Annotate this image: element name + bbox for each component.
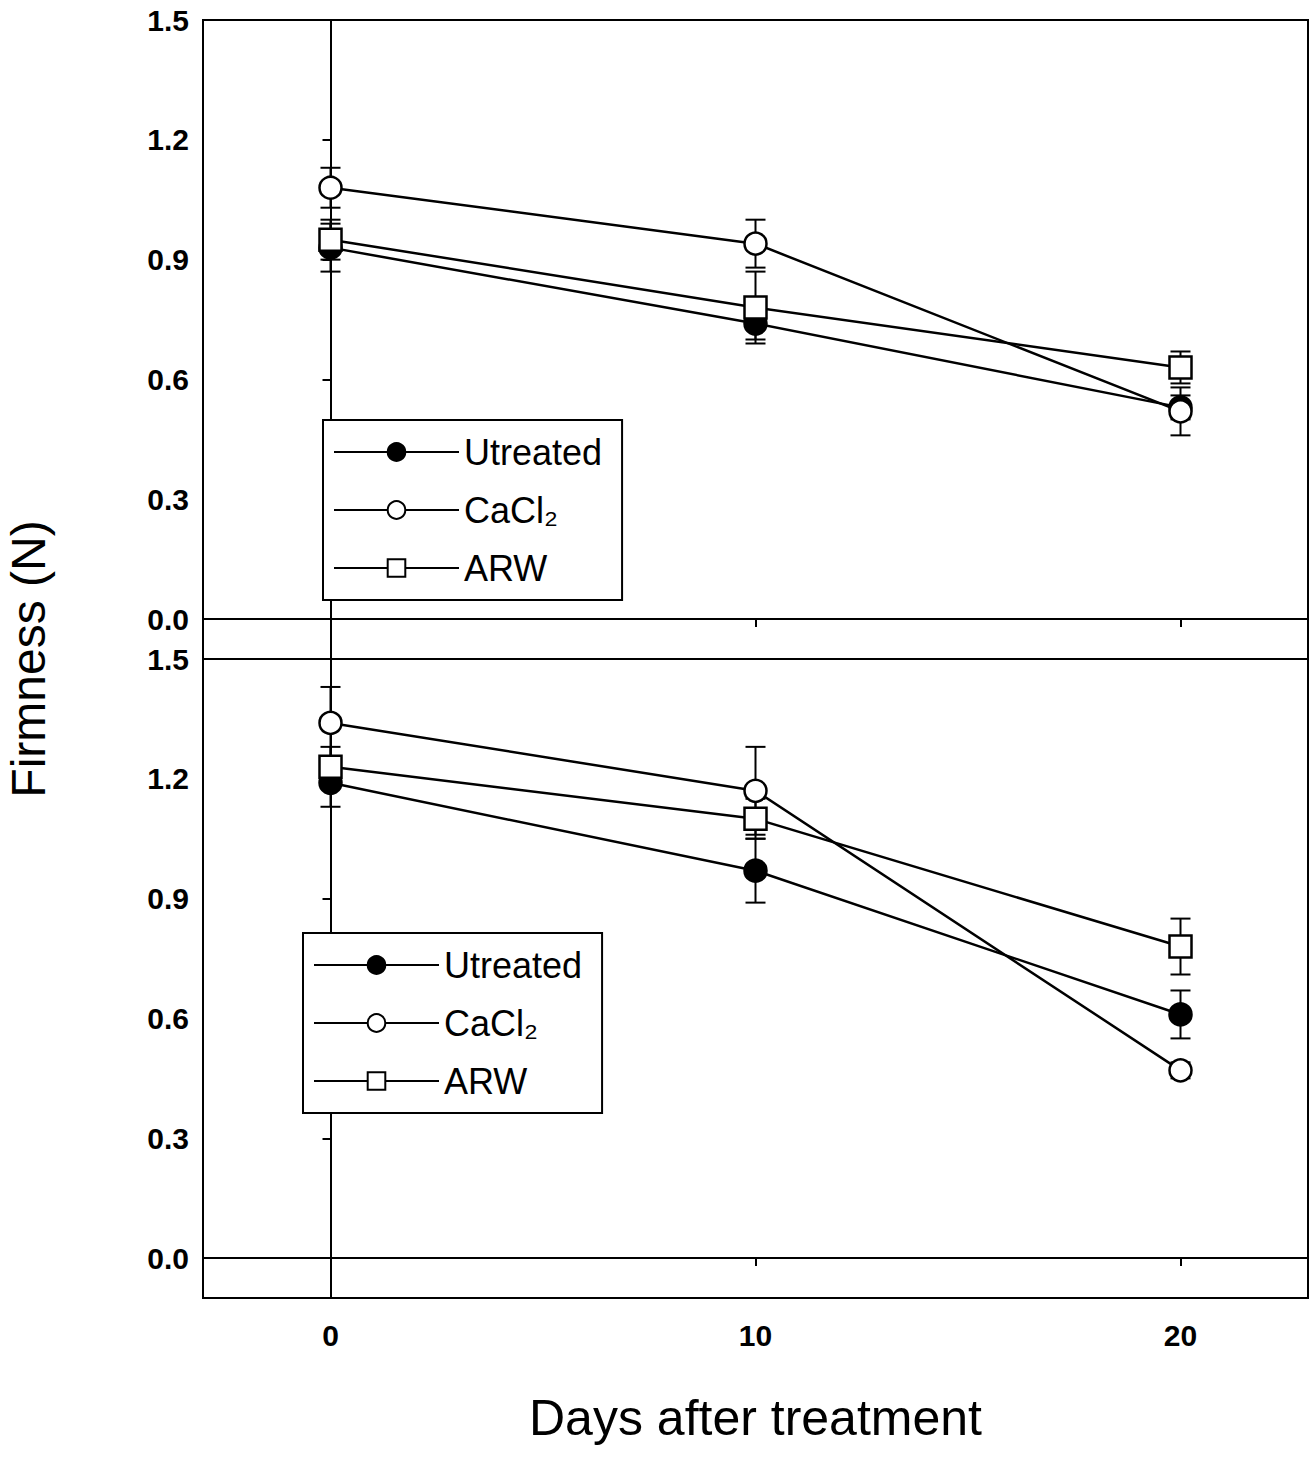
svg-text:0.0: 0.0 bbox=[147, 603, 189, 636]
svg-text:CaCl₂: CaCl₂ bbox=[464, 490, 558, 531]
svg-text:ARW: ARW bbox=[444, 1061, 527, 1102]
svg-text:0.6: 0.6 bbox=[147, 1002, 189, 1035]
svg-text:Utreated: Utreated bbox=[464, 432, 602, 473]
svg-text:0.0: 0.0 bbox=[147, 1242, 189, 1275]
svg-text:1.2: 1.2 bbox=[147, 762, 189, 795]
svg-text:0.3: 0.3 bbox=[147, 483, 189, 516]
svg-text:ARW: ARW bbox=[464, 548, 547, 589]
svg-text:1.5: 1.5 bbox=[147, 643, 189, 676]
svg-text:0.9: 0.9 bbox=[147, 243, 189, 276]
svg-text:CaCl₂: CaCl₂ bbox=[444, 1003, 538, 1044]
svg-text:Days after treatment: Days after treatment bbox=[529, 1390, 982, 1446]
svg-text:0.6: 0.6 bbox=[147, 363, 189, 396]
svg-text:10: 10 bbox=[739, 1319, 772, 1352]
svg-text:20: 20 bbox=[1164, 1319, 1197, 1352]
svg-text:Firmness (N): Firmness (N) bbox=[2, 520, 55, 797]
svg-text:1.5: 1.5 bbox=[147, 4, 189, 37]
svg-text:0.9: 0.9 bbox=[147, 882, 189, 915]
svg-text:0.3: 0.3 bbox=[147, 1122, 189, 1155]
svg-text:0: 0 bbox=[322, 1319, 339, 1352]
svg-text:Utreated: Utreated bbox=[444, 945, 582, 986]
svg-text:1.2: 1.2 bbox=[147, 123, 189, 156]
